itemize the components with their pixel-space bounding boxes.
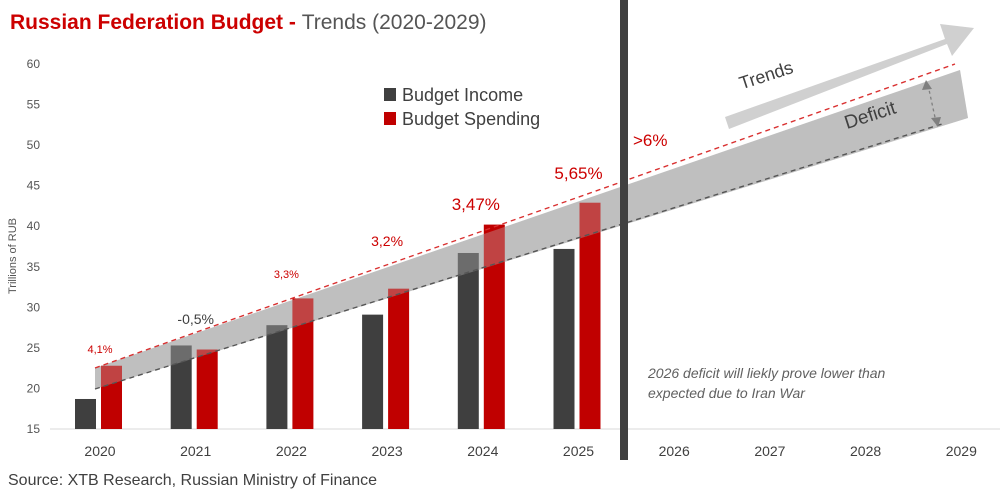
- note-line-2: expected due to Iran War: [648, 385, 806, 401]
- legend-label-spending: Budget Spending: [402, 109, 540, 129]
- forecast-divider: [620, 0, 628, 460]
- legend: Budget Income Budget Spending: [384, 85, 540, 129]
- y-axis-label: Trillions of RUB: [7, 218, 19, 294]
- bar-spending: [388, 288, 410, 429]
- x-tick-label: 2026: [659, 443, 690, 459]
- x-tick-label: 2020: [84, 443, 115, 459]
- x-tick-label: 2029: [946, 443, 977, 459]
- y-tick-label: 30: [27, 300, 41, 314]
- bar-income: [266, 325, 288, 429]
- x-tick-label: 2024: [467, 443, 498, 459]
- deficit-percent-labels: 4,1% -0,5% 3,3% 3,2% 3,47% 5,65% >6%: [87, 131, 667, 356]
- deficit-percent-label: 3,2%: [371, 233, 403, 249]
- legend-swatch-spending: [384, 112, 396, 125]
- y-tick-labels: 15 20 25 30 35 40 45 50 55 60: [27, 57, 41, 436]
- y-tick-label: 40: [27, 219, 41, 233]
- x-tick-label: 2027: [754, 443, 785, 459]
- trend-label: Trends: [737, 57, 796, 93]
- deficit-percent-label: 5,65%: [554, 164, 602, 183]
- x-tick-label: 2023: [372, 443, 403, 459]
- income-trend-line: [94, 123, 943, 390]
- legend-swatch-income: [384, 88, 396, 101]
- x-tick-label: 2021: [180, 443, 211, 459]
- title-sub: Trends (2020-2029): [302, 11, 487, 34]
- x-tick-label: 2022: [276, 443, 307, 459]
- y-tick-label: 45: [27, 179, 41, 193]
- bar-income: [553, 248, 575, 429]
- bar-spending: [196, 349, 218, 429]
- deficit-band-overlay: [95, 70, 968, 389]
- y-tick-label: 35: [27, 260, 41, 274]
- x-tick-label: 2025: [563, 443, 594, 459]
- deficit-percent-label: 3,47%: [452, 195, 500, 214]
- y-tick-label: 20: [27, 381, 41, 395]
- title-separator: -: [283, 11, 302, 34]
- bar-income: [457, 252, 479, 429]
- bar-income: [362, 314, 384, 429]
- chart-title: Russian Federation Budget - Trends (2020…: [10, 11, 487, 34]
- title-main: Russian Federation Budget: [10, 11, 283, 34]
- y-tick-label: 25: [27, 341, 41, 355]
- deficit-percent-label: 4,1%: [87, 344, 112, 356]
- deficit-percent-label: >6%: [633, 131, 668, 150]
- y-tick-label: 60: [27, 57, 41, 71]
- bar-spending: [292, 298, 314, 429]
- spending-trend-line: [94, 63, 956, 369]
- bar-income: [170, 345, 192, 429]
- y-tick-label: 50: [27, 138, 41, 152]
- deficit-range-arrow: [922, 80, 941, 127]
- x-tick-labels: 2020 2021 2022 2023 2024 2025 2026 2027 2028 2029: [84, 443, 977, 459]
- bars: [75, 202, 601, 429]
- x-tick-label: 2028: [850, 443, 881, 459]
- legend-label-income: Budget Income: [402, 85, 523, 105]
- bar-spending: [483, 224, 505, 429]
- bar-income: [75, 398, 96, 429]
- deficit-percent-label: 3,3%: [274, 269, 299, 281]
- bar-spending: [579, 202, 601, 429]
- trend-arrow-icon: [725, 24, 974, 129]
- y-tick-label: 15: [27, 422, 41, 436]
- deficit-percent-label: -0,5%: [177, 311, 214, 327]
- source-text: Source: XTB Research, Russian Ministry o…: [8, 472, 377, 489]
- note-line-1: 2026 deficit will liekly prove lower tha…: [647, 365, 886, 381]
- y-tick-label: 55: [27, 98, 41, 112]
